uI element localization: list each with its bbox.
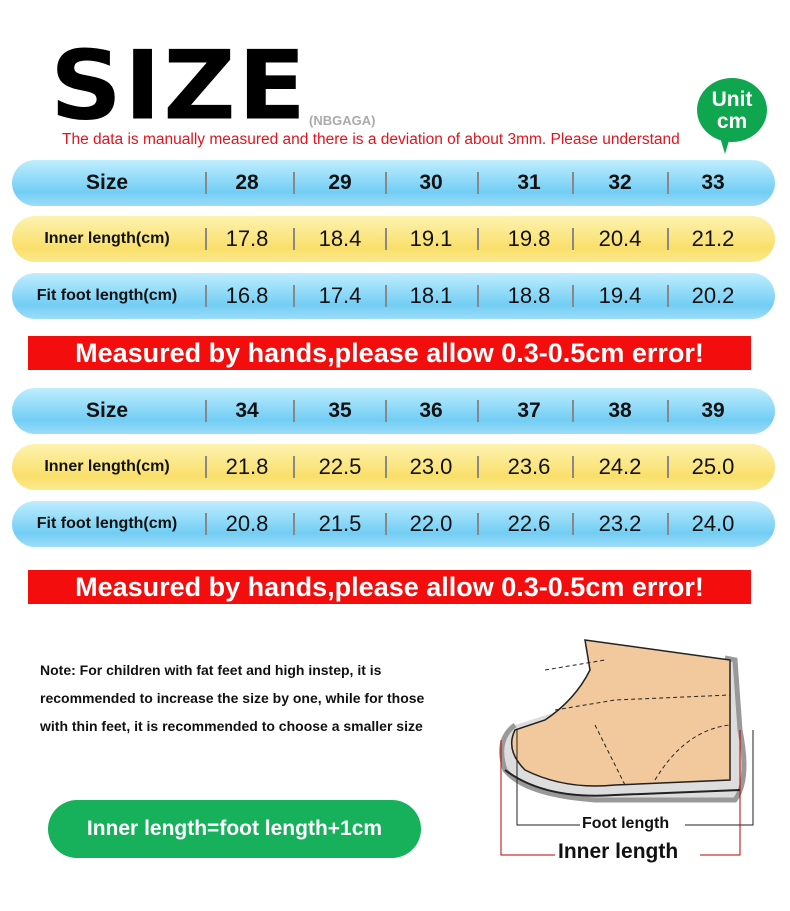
column-divider [205, 513, 207, 535]
table-cell: 18.1 [409, 283, 453, 308]
column-divider [385, 172, 387, 194]
table-cell: 23.6 [507, 454, 551, 479]
column-divider [477, 513, 479, 535]
column-divider [293, 285, 295, 307]
table-cell: 24.2 [598, 454, 642, 479]
table-cell: 17.4 [318, 283, 362, 308]
table-cell: 20.2 [691, 283, 735, 308]
column-divider [572, 513, 574, 535]
table-cell: 18.8 [507, 283, 551, 308]
column-divider [477, 228, 479, 250]
column-divider [667, 400, 669, 422]
table-cell: 22.5 [318, 454, 362, 479]
unit-value: cm [716, 110, 748, 133]
table-cell: 28 [235, 171, 259, 194]
inner-length-label: Inner length [558, 840, 679, 863]
column-divider [385, 285, 387, 307]
table-cell: 30 [419, 171, 443, 194]
column-divider [205, 456, 207, 478]
column-divider [385, 228, 387, 250]
unit-badge: Unit cm [697, 78, 767, 154]
table-cell: 37 [517, 399, 541, 422]
error-banner: Measured by hands,please allow 0.3-0.5cm… [28, 570, 751, 604]
row-label: Fit foot length(cm) [36, 287, 178, 304]
column-divider [572, 456, 574, 478]
page-title: SIZE [50, 29, 309, 142]
table-cell: 29 [328, 171, 352, 194]
row-label: Fit foot length(cm) [36, 515, 178, 532]
column-divider [572, 228, 574, 250]
column-divider [205, 285, 207, 307]
row-label: Size [85, 171, 129, 194]
column-divider [667, 172, 669, 194]
column-divider [477, 285, 479, 307]
table-cell: 31 [517, 171, 541, 194]
table-cell: 21.2 [691, 226, 735, 251]
column-divider [667, 285, 669, 307]
row-label: Inner length(cm) [44, 230, 170, 247]
deviation-notice: The data is manually measured and there … [62, 131, 680, 148]
column-divider [293, 400, 295, 422]
column-divider [667, 228, 669, 250]
table-cell: 24.0 [691, 511, 735, 536]
column-divider [667, 456, 669, 478]
brand-label: (NBGAGA) [309, 113, 376, 128]
table-cell: 19.4 [598, 283, 642, 308]
table-cell: 35 [328, 399, 352, 422]
column-divider [293, 172, 295, 194]
column-divider [572, 400, 574, 422]
table-cell: 38 [608, 399, 632, 422]
table-row: Inner length(cm) 21.8 22.5 23.0 23.6 24.2 25.0 [12, 444, 775, 490]
foot-length-label: Foot length [582, 815, 670, 832]
row-label: Size [85, 399, 129, 422]
unit-text: Unit [711, 88, 753, 111]
column-divider [205, 400, 207, 422]
table-cell: 22.0 [409, 511, 453, 536]
row-label: Inner length(cm) [44, 458, 170, 475]
table-cell: 16.8 [225, 283, 269, 308]
table-row: Fit foot length(cm) 16.8 17.4 18.1 18.8 19.4 2… [12, 273, 775, 319]
column-divider [477, 400, 479, 422]
table-cell: 20.8 [225, 511, 269, 536]
column-divider [477, 172, 479, 194]
table-cell: 34 [235, 399, 259, 422]
table-cell: 22.6 [507, 511, 551, 536]
column-divider [205, 172, 207, 194]
formula-pill: Inner length=foot length+1cm [48, 800, 421, 858]
size-header-row: Size 28 29 30 31 32 33 [12, 160, 775, 206]
table-row: Inner length(cm) 17.8 18.4 19.1 19.8 20.4 21.2 [12, 216, 775, 262]
table-cell: 23.2 [598, 511, 642, 536]
table-cell: 18.4 [318, 226, 362, 251]
table-cell: 39 [701, 399, 725, 422]
table-cell: 33 [701, 171, 725, 194]
table-cell: 17.8 [225, 226, 269, 251]
column-divider [205, 228, 207, 250]
column-divider [293, 513, 295, 535]
table-cell: 25.0 [691, 454, 735, 479]
column-divider [572, 172, 574, 194]
table-cell: 19.8 [507, 226, 551, 251]
fit-note: Note: For children with fat feet and hig… [40, 662, 425, 734]
table-cell: 32 [608, 171, 632, 194]
column-divider [477, 456, 479, 478]
shoe-diagram-icon [499, 639, 754, 856]
table-cell: 23.0 [409, 454, 453, 479]
table-cell: 21.5 [318, 511, 362, 536]
column-divider [572, 285, 574, 307]
column-divider [293, 456, 295, 478]
column-divider [667, 513, 669, 535]
column-divider [385, 513, 387, 535]
table-row: Fit foot length(cm) 20.8 21.5 22.0 22.6 23.2 2… [12, 501, 775, 547]
column-divider [385, 400, 387, 422]
table-cell: 19.1 [409, 226, 453, 251]
error-banner: Measured by hands,please allow 0.3-0.5cm… [28, 336, 751, 370]
table-cell: 36 [419, 399, 443, 422]
table-cell: 20.4 [598, 226, 642, 251]
column-divider [293, 228, 295, 250]
table-cell: 21.8 [225, 454, 269, 479]
column-divider [385, 456, 387, 478]
size-header-row: Size 34 35 36 37 38 39 [12, 388, 775, 434]
